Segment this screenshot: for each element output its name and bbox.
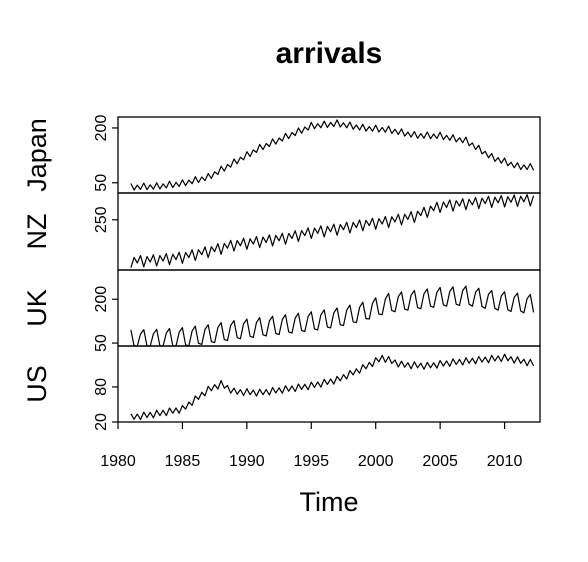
series-line-uk	[130, 285, 535, 347]
x-tick-label-2000: 2000	[358, 453, 394, 470]
y-tick-label-us-20: 20	[93, 413, 110, 431]
x-tick-label-1985: 1985	[165, 453, 201, 470]
panel-frame-uk	[117, 269, 541, 347]
x-axis-title: Time	[300, 487, 359, 517]
series-line-us	[130, 353, 535, 421]
y-tick-label-japan-200: 200	[93, 115, 110, 142]
panel-label-japan: Japan	[22, 118, 52, 192]
y-tick-label-us-80: 80	[93, 378, 110, 396]
panel-label-uk: UK	[22, 289, 52, 327]
x-tick-label-1980: 1980	[100, 453, 136, 470]
panel-label-nz: NZ	[22, 214, 52, 250]
panel-japan: 50 200 Japan	[22, 115, 541, 194]
panel-frame-us	[117, 345, 541, 423]
y-tick-label-japan-50: 50	[93, 174, 110, 192]
chart-title: arrivals	[276, 37, 383, 70]
y-tick-label-uk-50: 50	[93, 334, 110, 352]
panel-label-us: US	[22, 365, 52, 403]
panel-us: 20 80 US	[22, 345, 541, 431]
panel-uk: 50 200 UK	[22, 269, 541, 352]
x-tick-label-2005: 2005	[422, 453, 458, 470]
series-line-nz	[130, 194, 535, 268]
x-axis: 1980 1985 1990 1995 2000 2005 2010	[100, 422, 522, 470]
y-tick-label-nz-250: 250	[93, 206, 110, 233]
panel-nz: 250 NZ	[22, 192, 541, 271]
series-line-japan	[130, 119, 535, 191]
x-tick-label-1995: 1995	[293, 453, 329, 470]
panels: 50 200 Japan 250 NZ 50 200 UK 20 80 US	[22, 115, 541, 431]
x-tick-label-2010: 2010	[487, 453, 523, 470]
x-tick-label-1990: 1990	[229, 453, 265, 470]
y-tick-label-uk-200: 200	[93, 286, 110, 313]
